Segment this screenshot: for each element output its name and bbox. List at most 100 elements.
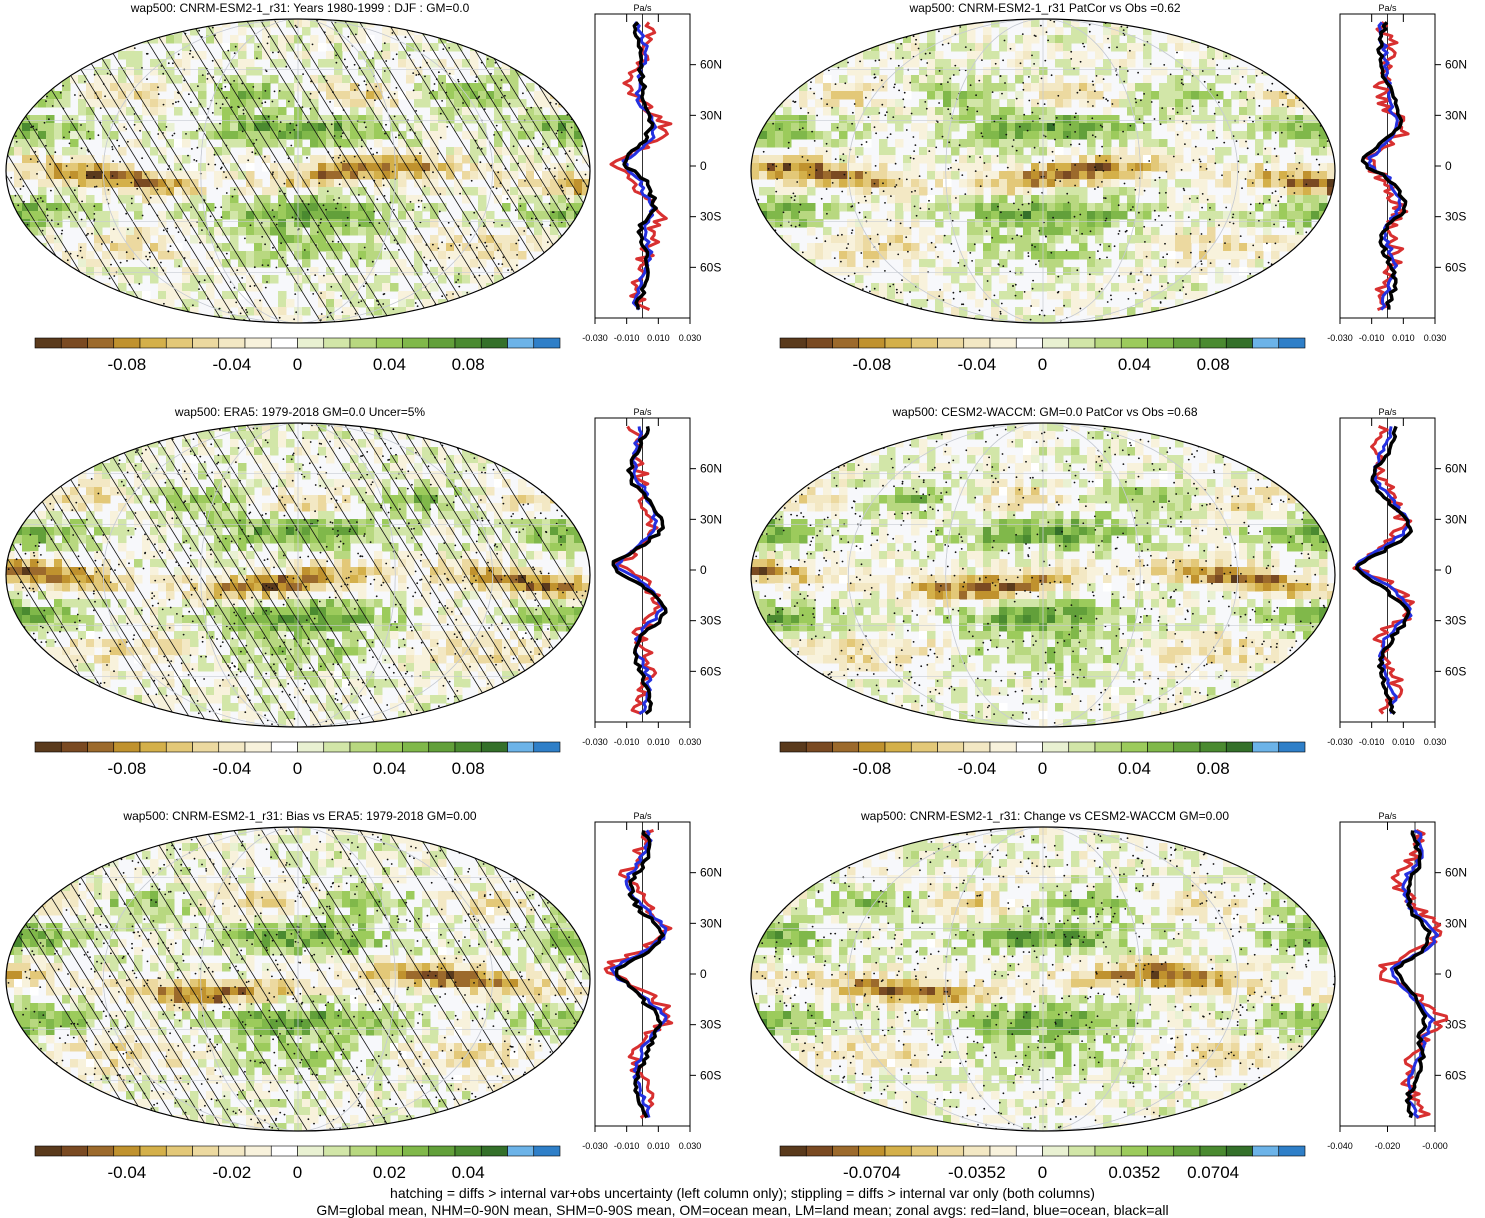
colorbar: -0.08 -0.04 0 0.04 0.08: [779, 741, 1306, 778]
colorbar-swatch: [454, 741, 482, 753]
colorbar-swatch: [1225, 1145, 1253, 1157]
colorbar-swatch: [832, 337, 860, 349]
colorbar-swatch: [1199, 1145, 1227, 1157]
zonal-all-line: [1393, 830, 1432, 1119]
colorbar-swatch: [1015, 741, 1043, 753]
panel-title: wap500: CNRM-ESM2-1_r31: Change vs CESM2…: [860, 809, 1229, 823]
zonal-tick-label: 0.010: [1392, 737, 1415, 747]
lat-tick-label: 0: [1445, 159, 1452, 173]
colorbar-tick-label: 0: [1038, 355, 1047, 374]
zonal-all-line: [614, 829, 665, 1119]
colorbar-swatch: [402, 1145, 430, 1157]
lat-tick-label: 30S: [1445, 1018, 1466, 1032]
colorbar-tick-label: -0.04: [213, 355, 252, 374]
colorbar-swatch: [884, 337, 912, 349]
colorbar-swatch: [1147, 741, 1175, 753]
zonal-tick-label: -0.010: [614, 737, 640, 747]
panel-title: wap500: CNRM-ESM2-1_r31 PatCor vs Obs =0…: [909, 1, 1181, 15]
colorbar-tick-label: 0.08: [452, 355, 485, 374]
zonal-all-line: [1360, 21, 1408, 310]
colorbar-swatch: [507, 1145, 535, 1157]
colorbar-swatch: [963, 1145, 991, 1157]
lat-tick-label: 60N: [1445, 866, 1467, 880]
colorbar-swatch: [1278, 1145, 1306, 1157]
zonal-tick-label: 0.010: [1392, 333, 1415, 343]
colorbar-swatch: [858, 337, 886, 349]
colorbar-tick-label: 0.04: [373, 355, 406, 374]
zonal-tick-label: 0.030: [679, 737, 702, 747]
zonal-tick-label: -0.030: [582, 737, 608, 747]
colorbar-swatch: [779, 741, 807, 753]
colorbar-swatch: [1042, 337, 1070, 349]
zonal-tick-label: -0.030: [1327, 333, 1353, 343]
colorbar-swatch: [1173, 741, 1201, 753]
zonal-all-line: [611, 426, 668, 715]
colorbar-swatch: [87, 1145, 115, 1157]
lat-tick-label: 60S: [1445, 260, 1466, 274]
panel-figure: Pa/s 60N 30N 0 30S 60S -0.030 -0.010 0.010 0.030 -…: [5, 3, 722, 374]
lat-tick-label: 0: [700, 967, 707, 981]
colorbar-swatch: [1094, 741, 1122, 753]
zonal-tick-label: 0.030: [1424, 737, 1447, 747]
colorbar-swatch: [480, 741, 508, 753]
colorbar-swatch: [1225, 741, 1253, 753]
colorbar: -0.08 -0.04 0 0.04 0.08: [34, 741, 561, 778]
colorbar-swatch: [533, 337, 561, 349]
colorbar-swatch: [1147, 1145, 1175, 1157]
colorbar-swatch: [428, 337, 456, 349]
colorbar-swatch: [832, 741, 860, 753]
panel-bias-vs-era5: wap500: CNRM-ESM2-1_r31: Bias vs ERA5: 1…: [0, 808, 745, 1188]
colorbar-swatch: [884, 741, 912, 753]
colorbar-swatch: [87, 337, 115, 349]
panel-figure: Pa/s 60N 30N 0 30S 60S -0.030 -0.010 0.010 0.030 -…: [5, 811, 722, 1182]
colorbar-swatch: [87, 741, 115, 753]
lat-tick-label: 0: [700, 159, 707, 173]
panel-figure: Pa/s 60N 30N 0 30S 60S -0.030 -0.010 0.010 0.030 -…: [5, 407, 722, 778]
zonal-unit-label: Pa/s: [1378, 407, 1397, 417]
colorbar-swatch: [989, 741, 1017, 753]
colorbar-swatch: [963, 337, 991, 349]
footer-line-1: hatching = diffs > internal var+obs unce…: [390, 1185, 1095, 1201]
lat-tick-label: 30N: [1445, 512, 1467, 526]
colorbar-tick-label: 0: [293, 1163, 302, 1182]
colorbar-swatch: [480, 337, 508, 349]
colorbar-swatch: [165, 1145, 193, 1157]
colorbar-swatch: [937, 1145, 965, 1157]
colorbar-swatch: [533, 1145, 561, 1157]
map-field: [751, 19, 1335, 323]
lat-tick-label: 0: [700, 563, 707, 577]
colorbar-swatch: [507, 741, 535, 753]
colorbar-swatch: [1252, 337, 1280, 349]
colorbar-tick-label: 0: [293, 355, 302, 374]
colorbar-swatch: [113, 337, 141, 349]
colorbar-swatch: [349, 1145, 377, 1157]
colorbar-swatch: [937, 741, 965, 753]
zonal-tick-label: 0.030: [679, 1141, 702, 1151]
panel-model-climatology: wap500: CNRM-ESM2-1_r31: Years 1980-1999…: [0, 0, 745, 380]
colorbar-swatch: [297, 1145, 325, 1157]
zonal-tick-label: -0.010: [614, 1141, 640, 1151]
colorbar-swatch: [1252, 1145, 1280, 1157]
colorbar-swatch: [402, 337, 430, 349]
zonal-land-line: [613, 425, 663, 716]
colorbar-swatch: [60, 741, 88, 753]
colorbar-swatch: [1042, 741, 1070, 753]
colorbar-swatch: [1094, 1145, 1122, 1157]
colorbar-swatch: [323, 741, 351, 753]
zonal-tick-label: -0.000: [1422, 1141, 1448, 1151]
colorbar-tick-label: 0.0352: [1108, 1163, 1160, 1182]
lat-tick-label: 60S: [1445, 1068, 1466, 1082]
lat-tick-label: 30S: [1445, 614, 1466, 628]
zonal-all-line: [1354, 425, 1413, 715]
colorbar-swatch: [375, 741, 403, 753]
footer-line-2: GM=global mean, NHM=0-90N mean, SHM=0-90…: [316, 1202, 1169, 1218]
colorbar-swatch: [805, 1145, 833, 1157]
colorbar-swatch: [1120, 337, 1148, 349]
colorbar-swatch: [375, 1145, 403, 1157]
zonal-tick-label: -0.010: [1359, 737, 1385, 747]
colorbar-swatch: [165, 337, 193, 349]
colorbar-swatch: [1173, 1145, 1201, 1157]
lat-tick-label: 30S: [700, 1018, 721, 1032]
map-border: [5, 422, 591, 728]
colorbar-tick-label: -0.0704: [843, 1163, 901, 1182]
